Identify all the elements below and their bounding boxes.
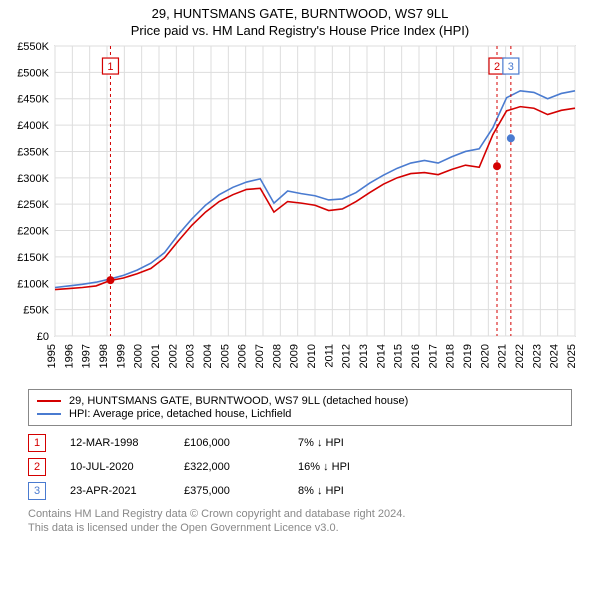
- svg-text:2019: 2019: [462, 344, 474, 368]
- svg-text:£400K: £400K: [17, 120, 49, 132]
- svg-text:2016: 2016: [410, 344, 422, 368]
- sale-date: 10-JUL-2020: [70, 461, 160, 473]
- svg-text:2017: 2017: [427, 344, 439, 368]
- price-chart: £0 £50K £100K £150K £200K £250K £300K £350K £400…: [0, 38, 600, 378]
- sale-date: 12-MAR-1998: [70, 437, 160, 449]
- svg-text:2012: 2012: [341, 344, 353, 368]
- sale-date: 23-APR-2021: [70, 485, 160, 497]
- sale-delta: 16% ↓ HPI: [298, 461, 388, 473]
- sale-marker: 3: [28, 482, 46, 500]
- svg-text:1999: 1999: [115, 344, 127, 368]
- svg-text:£50K: £50K: [23, 305, 49, 317]
- svg-text:3: 3: [508, 61, 514, 73]
- sale-price: £322,000: [184, 461, 274, 473]
- attribution-line2: This data is licensed under the Open Gov…: [28, 522, 572, 536]
- svg-text:2010: 2010: [306, 344, 318, 368]
- legend-swatch: [37, 400, 61, 402]
- chart-title-line1: 29, HUNTSMANS GATE, BURNTWOOD, WS7 9LL: [0, 6, 600, 21]
- sale-price: £106,000: [184, 437, 274, 449]
- svg-text:2018: 2018: [445, 344, 457, 368]
- legend-swatch: [37, 413, 61, 415]
- svg-text:2025: 2025: [566, 344, 578, 368]
- svg-text:2022: 2022: [514, 344, 526, 368]
- svg-text:£150K: £150K: [17, 252, 49, 264]
- legend-item: HPI: Average price, detached house, Lich…: [37, 408, 563, 420]
- sale-row: 1 12-MAR-1998 £106,000 7% ↓ HPI: [28, 434, 572, 452]
- sale-row: 2 10-JUL-2020 £322,000 16% ↓ HPI: [28, 458, 572, 476]
- svg-text:£500K: £500K: [17, 67, 49, 79]
- svg-text:2004: 2004: [202, 344, 214, 368]
- svg-text:1996: 1996: [63, 344, 75, 368]
- svg-text:£200K: £200K: [17, 226, 49, 238]
- legend-label: HPI: Average price, detached house, Lich…: [69, 408, 291, 420]
- svg-text:2024: 2024: [549, 344, 561, 368]
- svg-text:2023: 2023: [531, 344, 543, 368]
- svg-text:2006: 2006: [237, 344, 249, 368]
- legend-item: 29, HUNTSMANS GATE, BURNTWOOD, WS7 9LL (…: [37, 395, 563, 407]
- svg-text:£450K: £450K: [17, 94, 49, 106]
- sale-delta: 7% ↓ HPI: [298, 437, 388, 449]
- svg-text:£350K: £350K: [17, 146, 49, 158]
- svg-text:1997: 1997: [81, 344, 93, 368]
- legend-label: 29, HUNTSMANS GATE, BURNTWOOD, WS7 9LL (…: [69, 395, 408, 407]
- sale-row: 3 23-APR-2021 £375,000 8% ↓ HPI: [28, 482, 572, 500]
- sale-delta: 8% ↓ HPI: [298, 485, 388, 497]
- svg-text:£300K: £300K: [17, 173, 49, 185]
- sale-marker: 1: [28, 434, 46, 452]
- legend: 29, HUNTSMANS GATE, BURNTWOOD, WS7 9LL (…: [28, 389, 572, 426]
- svg-text:2001: 2001: [150, 344, 162, 368]
- svg-text:2009: 2009: [289, 344, 301, 368]
- svg-text:2003: 2003: [185, 344, 197, 368]
- svg-text:2020: 2020: [479, 344, 491, 368]
- attribution: Contains HM Land Registry data © Crown c…: [28, 508, 572, 536]
- svg-text:2013: 2013: [358, 344, 370, 368]
- sale-price: £375,000: [184, 485, 274, 497]
- svg-text:2021: 2021: [497, 344, 509, 368]
- svg-text:2002: 2002: [167, 344, 179, 368]
- svg-text:£250K: £250K: [17, 199, 49, 211]
- sale-marker: 2: [28, 458, 46, 476]
- svg-text:£100K: £100K: [17, 278, 49, 290]
- svg-text:£0: £0: [37, 331, 49, 343]
- svg-text:2005: 2005: [219, 344, 231, 368]
- svg-text:2011: 2011: [323, 344, 335, 368]
- chart-title-line2: Price paid vs. HM Land Registry's House …: [0, 23, 600, 38]
- svg-text:1995: 1995: [46, 344, 58, 368]
- svg-text:£550K: £550K: [17, 41, 49, 53]
- svg-text:2000: 2000: [133, 344, 145, 368]
- svg-text:2015: 2015: [393, 344, 405, 368]
- svg-text:2008: 2008: [271, 344, 283, 368]
- sales-list: 1 12-MAR-1998 £106,000 7% ↓ HPI 2 10-JUL-2020…: [28, 434, 572, 500]
- attribution-line1: Contains HM Land Registry data © Crown c…: [28, 508, 572, 522]
- svg-text:2007: 2007: [254, 344, 266, 368]
- svg-text:1998: 1998: [98, 344, 110, 368]
- svg-text:2: 2: [494, 61, 500, 73]
- svg-text:2014: 2014: [375, 344, 387, 368]
- svg-text:1: 1: [107, 61, 113, 73]
